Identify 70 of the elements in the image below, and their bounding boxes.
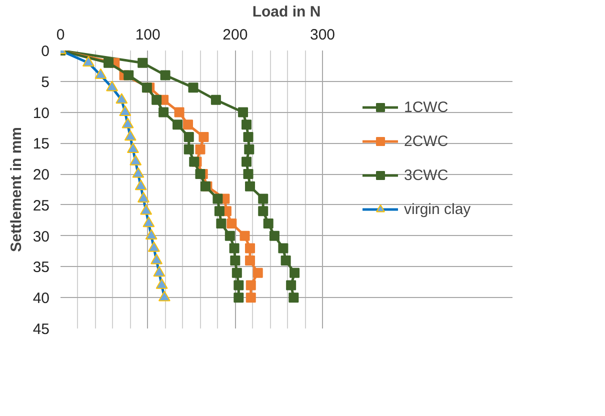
point: [269, 230, 280, 241]
point: [238, 107, 248, 118]
point: [172, 120, 183, 130]
point: [212, 194, 223, 204]
point: [243, 169, 254, 180]
y-tick-label: 40: [32, 290, 50, 308]
point: [158, 107, 169, 118]
point: [252, 268, 263, 278]
x-tick-label: 100: [135, 26, 160, 44]
point: [214, 206, 224, 216]
point: [189, 156, 200, 167]
point: [286, 280, 296, 290]
point: [258, 194, 268, 204]
y-tick-label: 35: [32, 259, 50, 276]
point: [243, 132, 254, 142]
point: [244, 144, 254, 154]
y-tick-label: 0: [41, 43, 50, 60]
point: [198, 132, 209, 142]
point: [280, 256, 291, 266]
point: [240, 230, 250, 241]
point: [195, 144, 206, 154]
point: [290, 268, 300, 278]
point: [230, 256, 240, 266]
point: [124, 70, 134, 80]
point: [188, 82, 198, 93]
point: [245, 256, 256, 266]
point: [246, 292, 256, 303]
point: [104, 58, 114, 68]
point: [232, 268, 242, 278]
y-tick-label: 15: [32, 136, 50, 153]
point: [210, 94, 221, 105]
legend-label: 2CWC: [404, 132, 448, 150]
point: [263, 218, 274, 228]
point: [258, 206, 268, 216]
point: [234, 280, 244, 290]
y-tick-label: 10: [32, 104, 50, 122]
point: [152, 94, 162, 105]
point: [245, 243, 256, 254]
point: [184, 144, 194, 154]
legend-label: 1CWC: [404, 98, 448, 116]
point: [174, 107, 184, 118]
point: [226, 218, 237, 228]
y-tick-label: 20: [32, 166, 50, 184]
point: [216, 218, 226, 228]
x-tick-label: 300: [310, 26, 336, 44]
y-axis-title: Settlement in mm: [8, 126, 25, 252]
point: [246, 280, 256, 290]
point: [138, 58, 148, 68]
point: [242, 120, 252, 130]
point: [183, 120, 194, 130]
y-tick-label: 25: [32, 197, 50, 214]
y-tick-label: 30: [32, 228, 50, 246]
point: [142, 82, 152, 93]
point: [242, 156, 252, 167]
y-tick-label: 5: [41, 74, 50, 91]
x-tick-label: 200: [222, 26, 248, 44]
point: [184, 132, 194, 142]
x-axis-title: Load in N: [252, 4, 321, 20]
point: [278, 243, 288, 254]
point: [288, 292, 299, 303]
point: [245, 181, 256, 192]
x-tick-label: 0: [56, 26, 65, 44]
point: [224, 230, 235, 241]
point: [229, 243, 240, 254]
point: [195, 169, 206, 180]
y-tick-label: 45: [32, 321, 50, 338]
legend-label: virgin clay: [404, 200, 471, 218]
point: [234, 292, 244, 303]
point: [160, 70, 170, 80]
legend-label: 3CWC: [404, 166, 448, 184]
